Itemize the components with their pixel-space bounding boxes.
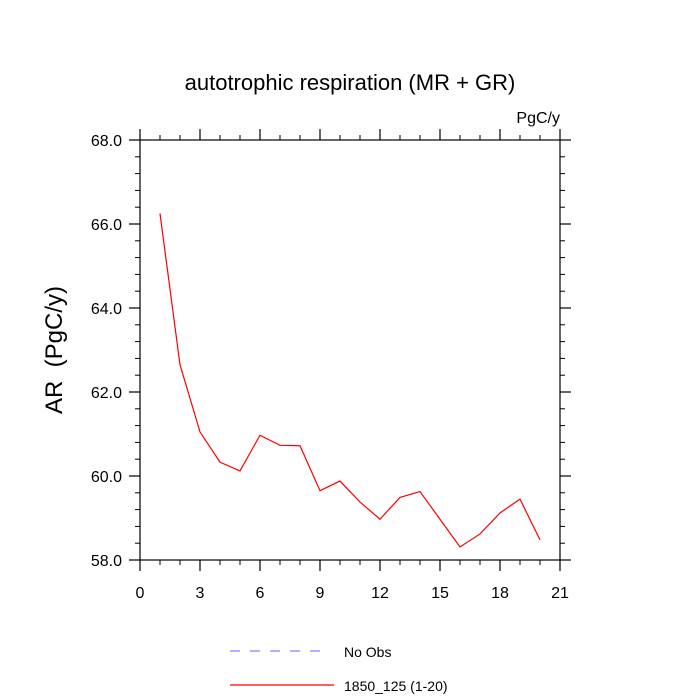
plot-area: 0 3 6 9 12 15 18 21 58.0 60.0 62.0 64.0 66.0 68.0 [91, 129, 571, 602]
y-tick-label: 64.0 [91, 301, 122, 318]
y-tick-label: 68.0 [91, 133, 122, 150]
y-axis-label: AR (PgC/y) [41, 286, 68, 414]
plot-frame [139, 139, 561, 561]
x-tick-label: 9 [316, 585, 325, 602]
y-tick-label: 66.0 [91, 217, 122, 234]
units-label: PgC/y [516, 110, 560, 127]
series-line [159, 213, 541, 548]
x-tick-label: 18 [491, 585, 509, 602]
x-tick-label: 12 [371, 585, 389, 602]
x-tick-label: 15 [431, 585, 449, 602]
legend: No Obs 1850_125 (1-20) [230, 644, 448, 694]
legend-label: No Obs [344, 644, 391, 660]
y-tick-label: 58.0 [91, 553, 122, 570]
x-tick-label: 0 [136, 585, 145, 602]
y-tick-label: 60.0 [91, 469, 122, 486]
legend-label: 1850_125 (1-20) [344, 678, 448, 694]
chart-title: autotrophic respiration (MR + GR) [185, 70, 516, 95]
x-tick-label: 3 [196, 585, 205, 602]
x-tick-label: 6 [256, 585, 265, 602]
x-tick-label: 21 [551, 585, 569, 602]
y-tick-label: 62.0 [91, 385, 122, 402]
